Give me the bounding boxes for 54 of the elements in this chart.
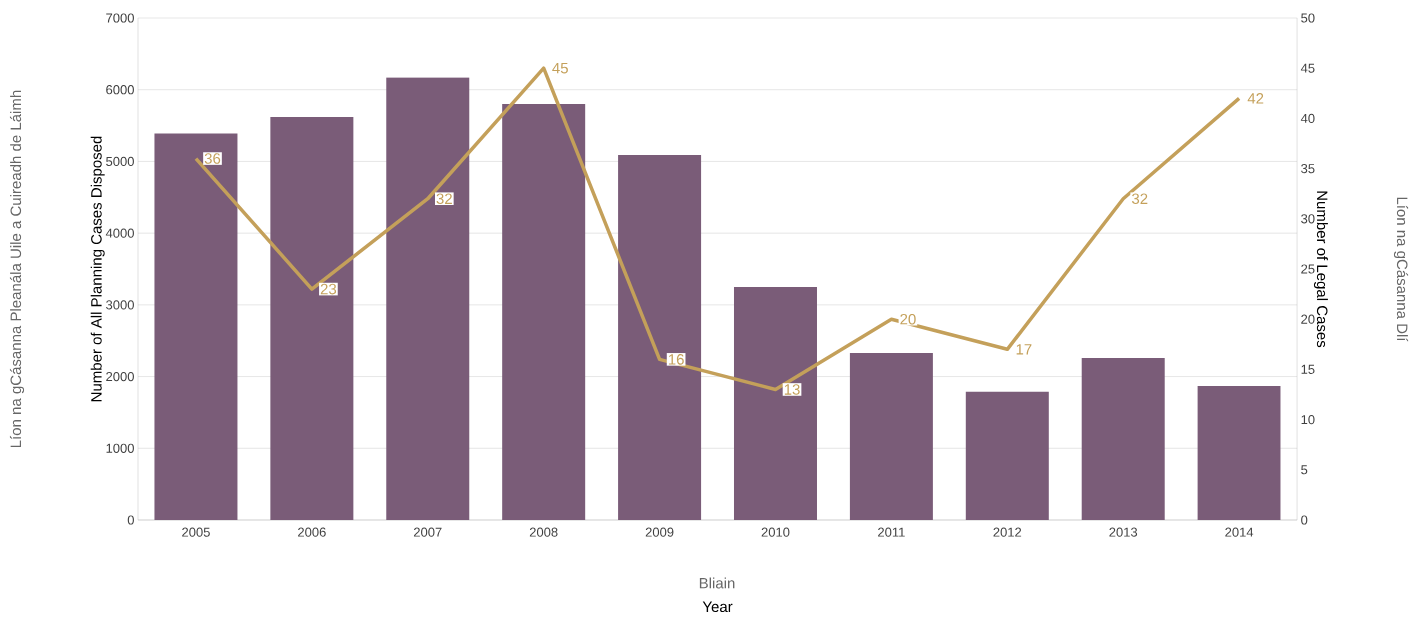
- x-tick-label: 2010: [761, 527, 790, 537]
- data-label: 42: [1247, 93, 1264, 104]
- y-tick-label: 7000: [106, 13, 134, 23]
- y2-tick-label: 35: [1301, 163, 1315, 174]
- x-tick-label: 2013: [1109, 527, 1138, 537]
- y-tick-label: 6000: [106, 85, 134, 95]
- bar: [965, 391, 1049, 520]
- y2-tick-label: 15: [1301, 364, 1315, 374]
- data-label: 23: [320, 283, 337, 295]
- y2-tick-label: 20: [1301, 314, 1315, 324]
- y-tick-label: 3000: [106, 300, 134, 310]
- y2-tick-label: 0: [1301, 515, 1308, 525]
- data-label: 16: [668, 354, 684, 365]
- bar: [849, 352, 933, 520]
- x-tick-label: 2009: [645, 527, 674, 537]
- data-label: 45: [552, 62, 568, 74]
- text: Líon na gCásanna Dlí: [1393, 197, 1409, 342]
- data-label: 36: [204, 153, 221, 164]
- data-label: 32: [1131, 193, 1148, 205]
- y-tick-label: 0: [127, 515, 134, 525]
- x-tick-label: 2014: [1225, 527, 1254, 537]
- bar: [502, 104, 586, 520]
- bar: [154, 133, 238, 520]
- data-label: 17: [1016, 344, 1032, 355]
- x-tick-label: 2006: [298, 527, 326, 537]
- y2-tick-label: 25: [1301, 264, 1315, 274]
- x-tick-label: 2012: [993, 527, 1022, 537]
- data-label: 13: [784, 384, 800, 395]
- bar: [1081, 357, 1165, 520]
- x-tick-label: 2008: [529, 527, 558, 537]
- y-axis-title: Number of All Planning Cases Disposed: [90, 136, 105, 402]
- bar: [1197, 385, 1281, 520]
- data-label: 20: [900, 313, 916, 325]
- text: Bliain: [699, 577, 735, 589]
- bar: [618, 154, 702, 520]
- x-axis-title: Year: [702, 601, 733, 613]
- y2-tick-label: 40: [1300, 113, 1315, 123]
- x-tick-label: 2007: [413, 527, 442, 537]
- bar: [733, 286, 817, 520]
- data-label: 32: [436, 193, 452, 205]
- text: Líon na gCásanna Pleanála Uile a Cuireadh de Láimh: [9, 90, 25, 448]
- y-tick-label: 1000: [106, 443, 134, 453]
- y2-tick-label: 30: [1301, 214, 1315, 224]
- x-tick-label: 2005: [182, 527, 210, 537]
- y-tick-label: 5000: [106, 156, 134, 167]
- y-tick-label: 4000: [105, 228, 134, 238]
- y2-tick-label: 50: [1301, 13, 1315, 23]
- bar: [386, 77, 470, 520]
- y2-tick-label: 10: [1301, 414, 1315, 425]
- y2-tick-label: 5: [1301, 465, 1308, 475]
- x-tick-label: 2011: [878, 527, 905, 537]
- y-tick-label: 2000: [106, 371, 134, 382]
- bar: [270, 116, 354, 520]
- y2-tick-label: 45: [1300, 63, 1315, 73]
